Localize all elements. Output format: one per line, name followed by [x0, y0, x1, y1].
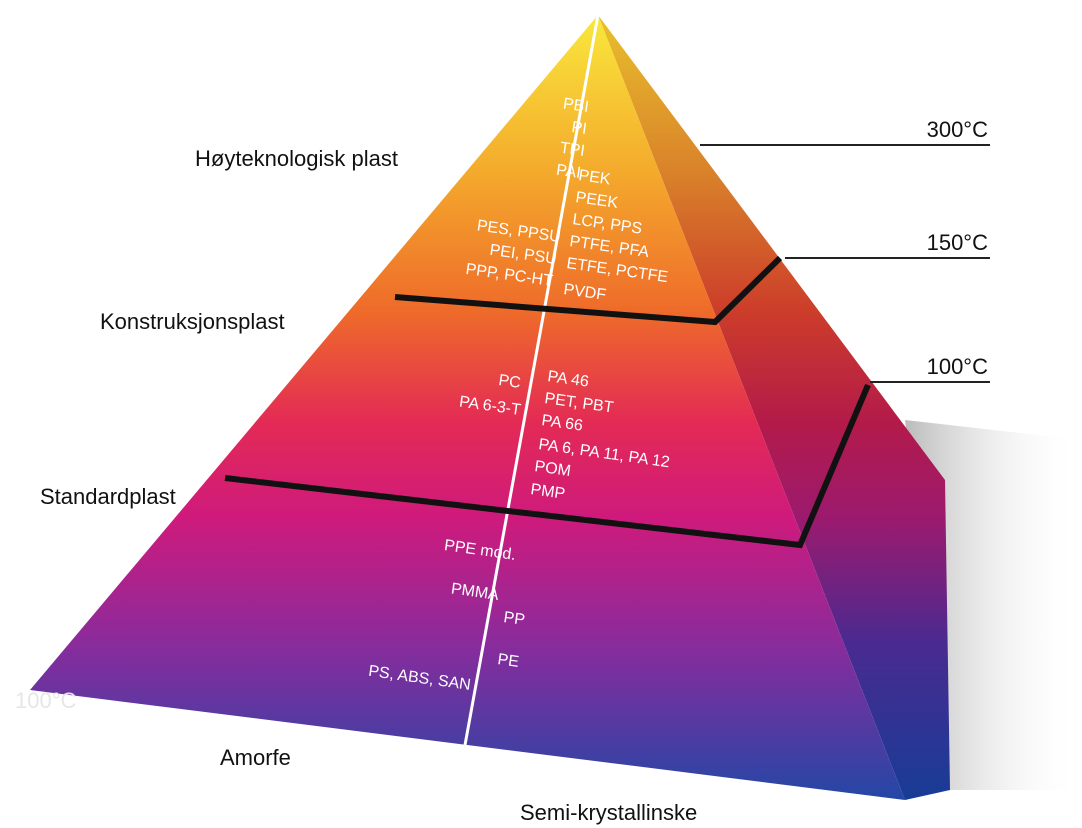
bottom-label: Semi-krystallinske	[520, 800, 697, 825]
polymer: TPI	[559, 140, 586, 160]
faded-label: 100°C	[15, 688, 77, 713]
polymer: PI	[570, 119, 587, 138]
polymer: PP	[502, 609, 526, 629]
polymer: PE	[496, 651, 520, 671]
bottom-label: Amorfe	[220, 745, 291, 770]
level-name: Konstruksjonsplast	[100, 309, 285, 334]
diagram: 300°C 150°C 100°C 100°C Høyteknologisk p…	[0, 0, 1082, 828]
polymer: PBI	[562, 96, 590, 116]
level-name: Høyteknologisk plast	[195, 146, 398, 171]
temperature: 300°C	[927, 117, 989, 142]
temperature: 150°C	[927, 230, 989, 255]
level-name: Standardplast	[40, 484, 176, 509]
polymer: PC	[497, 372, 521, 392]
temperature: 100°C	[927, 354, 989, 379]
